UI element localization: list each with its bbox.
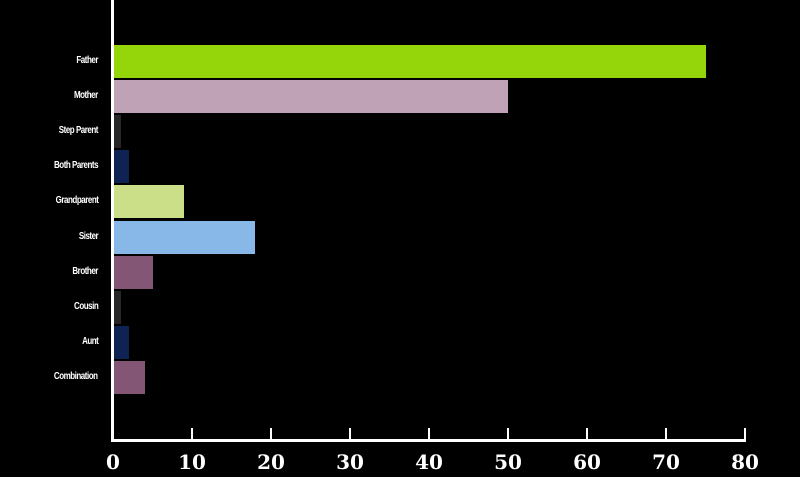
category-label: Both Parents <box>53 160 99 172</box>
x-tick <box>744 428 746 440</box>
bar <box>113 325 129 359</box>
bar <box>113 220 256 254</box>
category-label: Brother <box>72 265 98 277</box>
bar <box>113 80 508 114</box>
x-tick-label: 50 <box>494 450 522 474</box>
category-label: Mother <box>74 90 98 102</box>
x-tick-label: 60 <box>573 450 601 474</box>
category-label: Grandparent <box>55 195 98 207</box>
x-tick <box>270 428 272 440</box>
category-label: Combination <box>54 370 98 382</box>
category-label: Father <box>76 55 98 66</box>
category-label: Step Parent <box>58 125 99 137</box>
category-label: Cousin <box>73 300 99 312</box>
category-label: Aunt <box>81 335 99 347</box>
bar <box>113 360 145 394</box>
bar <box>113 290 121 324</box>
x-tick-label: 40 <box>415 450 443 474</box>
x-tick-label: 70 <box>652 450 680 474</box>
x-tick <box>428 428 430 440</box>
bar <box>113 115 121 149</box>
bar <box>113 185 185 219</box>
x-tick <box>665 428 667 440</box>
x-tick-label: 80 <box>731 450 759 474</box>
bar <box>113 150 129 184</box>
x-tick-label: 20 <box>257 450 285 474</box>
y-axis-line <box>111 0 114 442</box>
x-tick <box>507 428 509 440</box>
x-tick-label: 10 <box>178 450 206 474</box>
category-label: Sister <box>78 230 99 242</box>
bar <box>113 255 153 289</box>
x-tick-label: 0 <box>106 450 120 474</box>
bar <box>113 45 706 78</box>
x-tick <box>191 428 193 440</box>
x-tick <box>586 428 588 440</box>
x-axis-line <box>111 439 746 442</box>
x-tick-label: 30 <box>336 450 364 474</box>
x-tick <box>349 428 351 440</box>
